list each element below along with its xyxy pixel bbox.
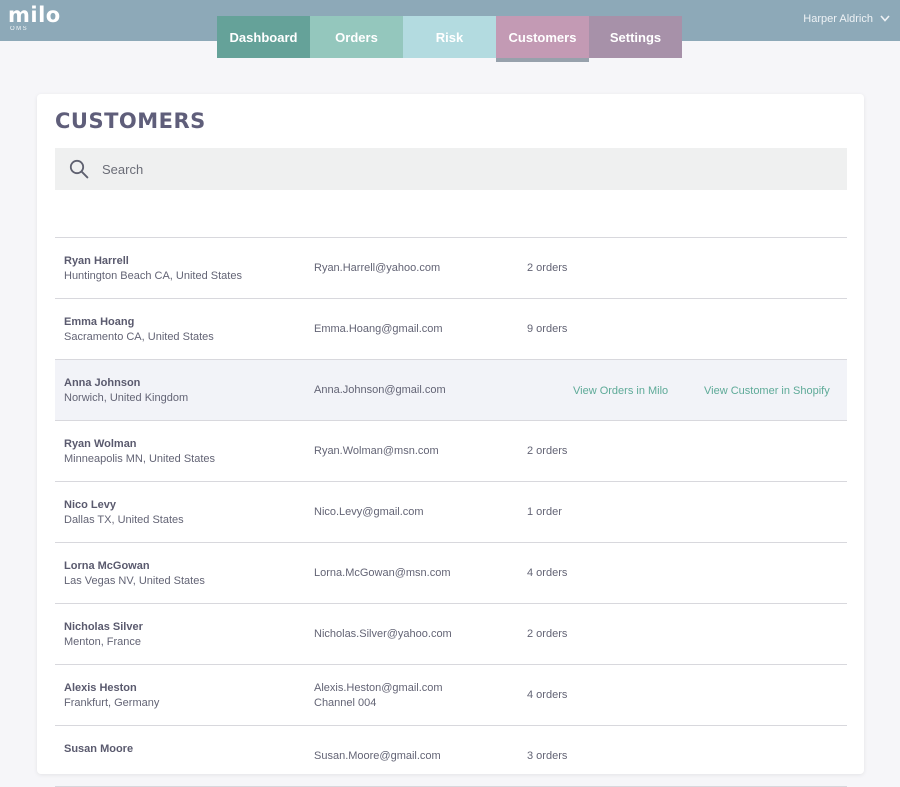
customer-orders-count: 2 orders <box>527 445 568 457</box>
customer-row[interactable]: Alexis Heston Frankfurt, Germany Alexis.… <box>55 665 847 726</box>
customer-location: Sacramento CA, United States <box>64 331 214 343</box>
customer-email: Lorna.McGowan@msn.com <box>314 567 451 579</box>
customer-name: Ryan Wolman <box>64 438 137 450</box>
search-input[interactable] <box>100 160 804 178</box>
app-logo[interactable]: milo OMS <box>8 4 61 33</box>
customer-orders-count: 4 orders <box>527 567 568 579</box>
logo-subtitle: OMS <box>10 26 29 32</box>
customer-email: Nicholas.Silver@yahoo.com <box>314 628 452 640</box>
customer-row[interactable]: Ryan Wolman Minneapolis MN, United State… <box>55 421 847 482</box>
customer-orders-count: 1 order <box>527 506 562 518</box>
customer-row[interactable]: Ryan Harrell Huntington Beach CA, United… <box>55 238 847 299</box>
customer-row[interactable]: Lorna McGowan Las Vegas NV, United State… <box>55 543 847 604</box>
customer-name: Nicholas Silver <box>64 621 143 633</box>
customer-name: Anna Johnson <box>64 377 141 389</box>
main-nav: Dashboard Orders Risk Customers Settings <box>217 16 682 62</box>
customer-email: Nico.Levy@gmail.com <box>314 506 424 518</box>
customer-orders-count: 9 orders <box>527 323 568 335</box>
tab-customers[interactable]: Customers <box>496 16 589 62</box>
customer-location: Menton, France <box>64 636 142 648</box>
customer-name: Ryan Harrell <box>64 255 129 267</box>
customer-location: Dallas TX, United States <box>64 514 184 526</box>
customer-orders-count: 2 orders <box>527 628 568 640</box>
customer-email: Emma.Hoang@gmail.com <box>314 323 443 335</box>
customer-location: Norwich, United Kingdom <box>64 392 189 404</box>
customer-row[interactable]: Emma Hoang Sacramento CA, United States … <box>55 299 847 360</box>
search-icon[interactable] <box>69 159 89 179</box>
customer-location: Las Vegas NV, United States <box>64 575 205 587</box>
customer-location: Huntington Beach CA, United States <box>64 270 242 282</box>
search-bar <box>55 148 847 190</box>
page-title: CUSTOMERS <box>55 109 206 133</box>
view-orders-in-milo-link[interactable]: View Orders in Milo <box>573 385 669 397</box>
customer-name: Lorna McGowan <box>64 560 150 572</box>
tab-settings[interactable]: Settings <box>589 16 682 58</box>
tab-dashboard[interactable]: Dashboard <box>217 16 310 58</box>
customer-email: Ryan.Wolman@msn.com <box>314 445 439 457</box>
user-menu[interactable]: Harper Aldrich <box>803 13 890 25</box>
customer-row-hovered[interactable]: Anna Johnson Norwich, United Kingdom Ann… <box>55 360 847 421</box>
customer-orders-count: 3 orders <box>527 750 568 762</box>
customer-row[interactable]: Nico Levy Dallas TX, United States Nico.… <box>55 482 847 543</box>
chevron-down-icon <box>880 13 890 25</box>
tab-risk[interactable]: Risk <box>403 16 496 58</box>
customer-name: Emma Hoang <box>64 316 135 328</box>
customer-location: Frankfurt, Germany <box>64 697 160 709</box>
customers-card: CUSTOMERS Ryan Harrell Huntington Beach … <box>37 94 864 787</box>
customer-orders-count: 4 orders <box>527 689 568 701</box>
user-name: Harper Aldrich <box>803 13 873 25</box>
customer-email: Susan.Moore@gmail.com <box>314 750 441 762</box>
customer-row[interactable]: Nicholas Silver Menton, France Nicholas.… <box>55 604 847 665</box>
customer-row[interactable]: Susan Moore Susan.Moore@gmail.com 3 orde… <box>55 726 847 787</box>
customer-orders-count: 2 orders <box>527 262 568 274</box>
tab-orders[interactable]: Orders <box>310 16 403 58</box>
customer-name: Alexis Heston <box>64 682 137 694</box>
customer-email: Ryan.Harrell@yahoo.com <box>314 262 441 274</box>
logo-wordmark: milo <box>8 3 61 27</box>
customer-email: Alexis.Heston@gmail.com <box>314 682 443 694</box>
view-customer-in-shopify-link[interactable]: View Customer in Shopify <box>704 385 830 397</box>
customer-name: Nico Levy <box>64 499 116 511</box>
customer-list: Ryan Harrell Huntington Beach CA, United… <box>55 237 847 787</box>
customer-channel: Channel 004 <box>314 697 377 709</box>
customer-name: Susan Moore <box>64 743 134 755</box>
customer-location: Minneapolis MN, United States <box>64 453 216 465</box>
customer-email: Anna.Johnson@gmail.com <box>314 384 446 396</box>
